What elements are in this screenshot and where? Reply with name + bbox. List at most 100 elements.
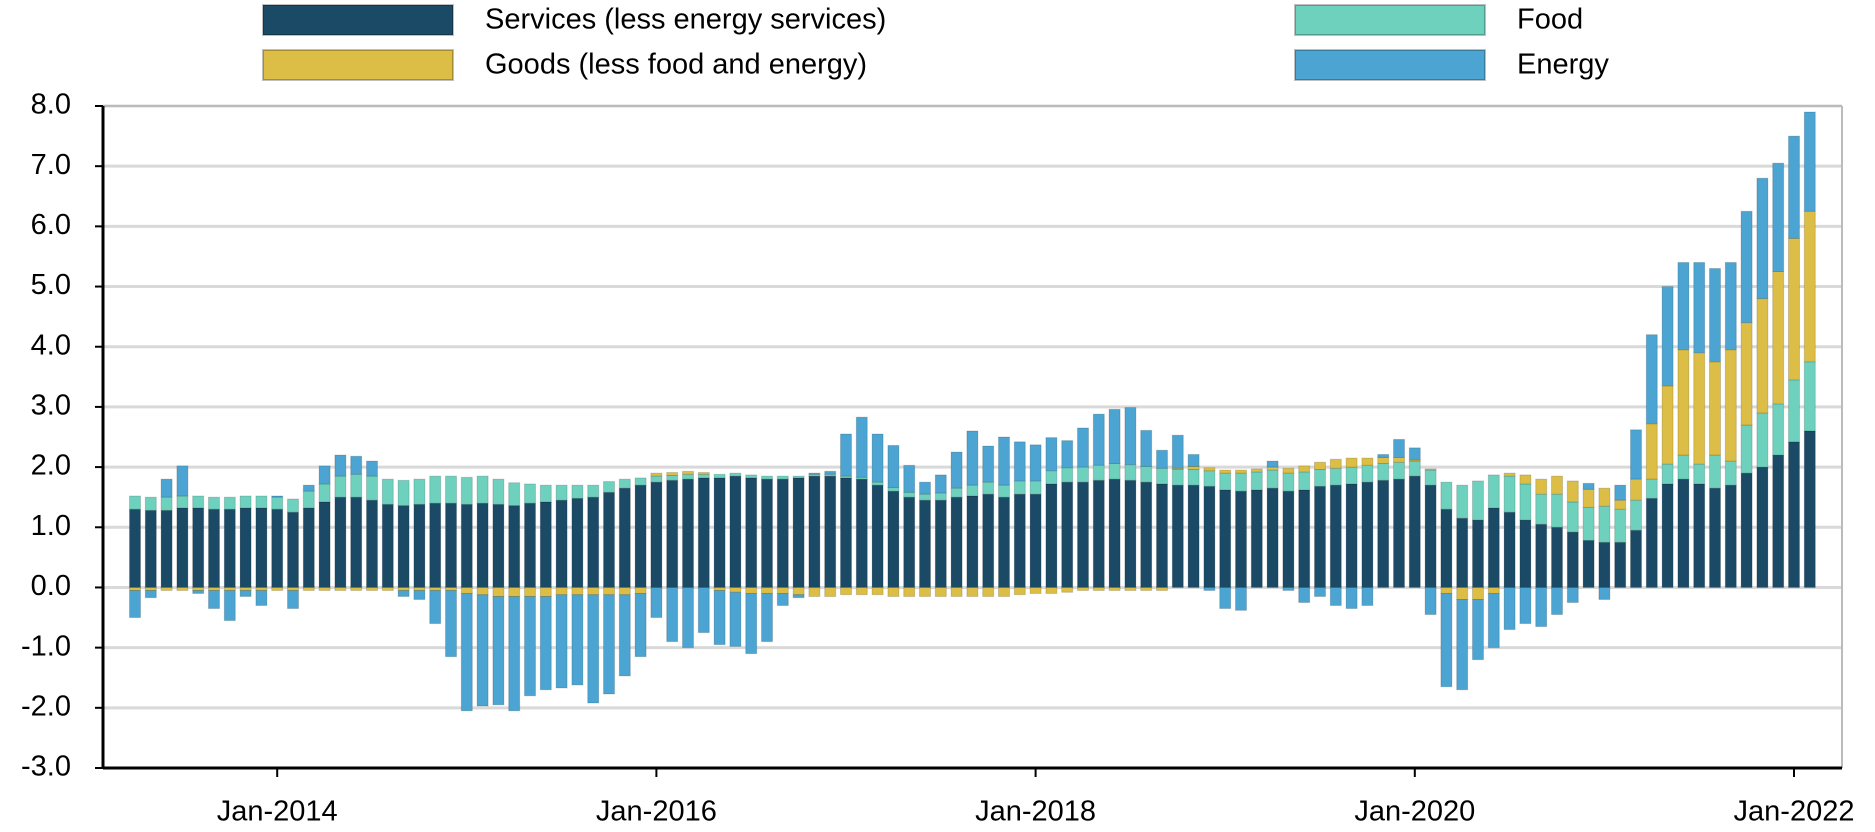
bar-segment — [618, 487, 631, 588]
bar-segment — [650, 586, 663, 619]
bar-segment — [634, 484, 647, 588]
bar-segment — [666, 475, 679, 481]
bar-segment — [524, 595, 536, 697]
bar-segment — [1282, 472, 1295, 492]
bar-segment — [1314, 586, 1326, 597]
bar-segment — [1219, 469, 1232, 474]
bar-segment — [1171, 484, 1184, 588]
bar-segment — [1156, 586, 1168, 591]
bar-segment — [539, 501, 552, 588]
bar-segment — [1013, 586, 1026, 596]
bar-segment — [1772, 454, 1785, 588]
bar-segment — [1440, 481, 1453, 510]
bar-segment — [998, 586, 1010, 597]
bar-segment — [824, 586, 837, 597]
bar-segment — [1250, 471, 1263, 491]
legend-swatch — [1294, 49, 1486, 81]
bar-segment — [492, 586, 505, 597]
legend-swatch — [1294, 4, 1486, 36]
bar-segment — [508, 586, 521, 597]
bar-segment — [919, 499, 931, 588]
bar-segment — [761, 478, 773, 588]
bar-segment — [776, 478, 789, 588]
bar-segment — [492, 595, 505, 706]
bar-segment — [555, 499, 568, 588]
bar-segment — [1503, 511, 1516, 588]
bar-segment — [539, 586, 552, 597]
bar-segment — [966, 586, 979, 597]
bar-segment — [334, 496, 347, 588]
bar-segment — [1282, 490, 1295, 588]
bar-segment — [287, 589, 299, 610]
bar-segment — [160, 496, 173, 511]
bar-segment — [397, 505, 410, 588]
bar-segment — [1140, 586, 1153, 591]
bar-segment — [129, 495, 141, 510]
bar-segment — [887, 586, 900, 597]
bar-segment — [634, 477, 647, 486]
bar-segment — [1314, 485, 1326, 588]
bar-segment — [429, 589, 442, 625]
bar-segment — [713, 477, 726, 588]
bar-segment — [1029, 586, 1042, 594]
bar-segment — [1266, 469, 1279, 489]
bar-segment — [1045, 437, 1058, 472]
bar-segment — [1345, 457, 1358, 468]
bar-segment — [650, 475, 663, 483]
bar-segment — [1329, 484, 1342, 588]
bar-segment — [729, 475, 742, 588]
bar-segment — [1219, 472, 1232, 491]
bar-segment — [1693, 463, 1706, 485]
bar-segment — [381, 503, 394, 588]
bar-segment — [682, 470, 694, 475]
bar-segment — [1677, 349, 1690, 456]
bar-segment — [1519, 586, 1532, 625]
bar-segment — [366, 499, 378, 588]
bar-segment — [1693, 261, 1706, 354]
bar-segment — [208, 508, 220, 588]
bar-segment — [1061, 481, 1074, 588]
bar-segment — [1377, 462, 1390, 481]
bar-segment — [871, 586, 884, 596]
bar-segment — [144, 496, 157, 511]
bar-segment — [192, 495, 205, 509]
bar-segment — [555, 594, 568, 689]
y-tick-label: 2.0 — [31, 450, 71, 482]
bar-segment — [1393, 438, 1405, 458]
bar-segment — [1187, 484, 1200, 588]
bar-segment — [1377, 456, 1390, 464]
bar-segment — [1661, 286, 1674, 387]
bar-segment — [223, 508, 236, 588]
bar-segment — [508, 482, 521, 507]
bar-segment — [366, 586, 378, 591]
bar-segment — [1598, 541, 1611, 588]
bar-segment — [603, 491, 615, 588]
bar-segment — [887, 487, 900, 492]
bar-segment — [1440, 586, 1453, 594]
bar-segment — [840, 433, 852, 477]
bar-segment — [1219, 489, 1232, 588]
bar-segment — [223, 589, 236, 622]
bar-segment — [476, 594, 489, 707]
x-tick-label: Jan-2014 — [217, 796, 338, 828]
bar-segment — [603, 586, 615, 596]
bar-segment — [1408, 460, 1421, 477]
bar-segment — [1171, 468, 1184, 486]
bar-segment — [1045, 483, 1058, 588]
bar-segment — [1677, 478, 1690, 588]
bar-segment — [1424, 468, 1437, 471]
bar-segment — [1440, 592, 1453, 688]
bar-segment — [950, 451, 963, 489]
bar-segment — [460, 592, 473, 712]
bar-segment — [1724, 460, 1737, 486]
bar-segment — [1740, 322, 1753, 426]
bar-segment — [1187, 468, 1200, 486]
bar-segment — [1709, 267, 1721, 363]
bar-segment — [1645, 423, 1658, 480]
bar-segment — [508, 505, 521, 588]
bar-segment — [729, 586, 742, 593]
bar-segment — [966, 484, 979, 497]
bar-segment — [1535, 523, 1548, 588]
bar-segment — [1124, 586, 1137, 591]
bar-segment — [160, 478, 173, 498]
